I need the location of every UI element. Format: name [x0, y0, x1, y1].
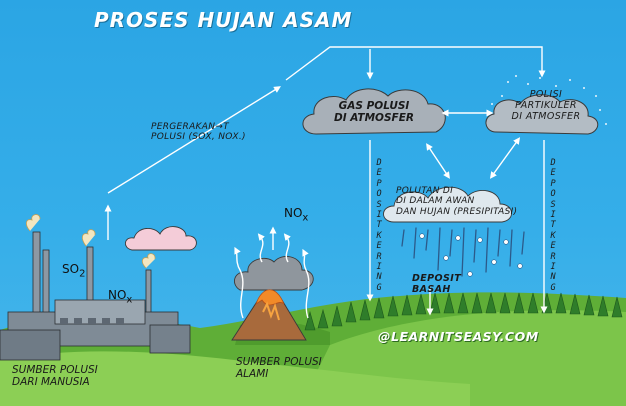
- nox-volcano-label: NOx: [284, 206, 309, 224]
- arrow-icon: [283, 233, 291, 263]
- rain-icon: [401, 227, 525, 277]
- factory-icon: [0, 214, 191, 361]
- wet-deposit-label: DEPOSIT BASAH: [412, 273, 462, 295]
- pink-cloud-icon: [125, 226, 197, 251]
- particle-cloud-icon: [485, 75, 607, 135]
- natural-source-label: SUMBER POLUSI ALAMI: [236, 356, 322, 381]
- nox-factory-label: NOx: [108, 288, 133, 306]
- arrow-icon: [489, 137, 521, 179]
- snow-icon: [419, 233, 523, 277]
- dry-deposit-left-label: D E P O S I T K E R I N G: [376, 158, 382, 293]
- arrow-icon: [302, 248, 310, 319]
- rain-cloud-icon: [383, 186, 512, 223]
- watermark: @LEARNITSEASY.COM: [378, 329, 539, 344]
- movement-label: PERGERAKAN→T POLUSI (SOx, NOx.): [151, 122, 246, 143]
- volcano-icon: [231, 255, 314, 341]
- arrow-icon: [234, 246, 244, 319]
- page-title: PROSES HUJAN ASAM: [94, 8, 353, 32]
- arrow-icon: [257, 233, 265, 263]
- so2-label: SO2: [62, 262, 86, 280]
- tree-line: [304, 292, 623, 331]
- particle-label: POLISI PARTIKULER DI ATMOSFER: [511, 89, 581, 122]
- gas-label: GAS POLUSI DI ATMOSFER: [334, 100, 414, 125]
- dry-deposit-right-label: D E P O S I T K E R I N G: [550, 158, 556, 293]
- pollutant-label: POLUTAN DI DI DALAM AWAN DAN HUJAN (PRES…: [396, 186, 518, 217]
- arrow-icon: [285, 46, 546, 81]
- arrow-icon: [107, 86, 281, 194]
- flow-arrows: [104, 46, 548, 319]
- gas-cloud-icon: [302, 88, 446, 135]
- human-source-label: SUMBER POLUSI DARI MANUSIA: [12, 364, 98, 389]
- arrow-icon: [426, 143, 450, 179]
